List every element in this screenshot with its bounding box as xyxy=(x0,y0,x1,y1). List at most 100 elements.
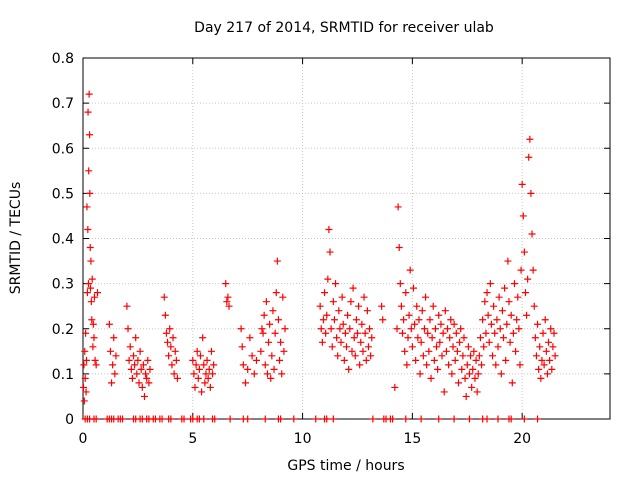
data-point xyxy=(167,343,175,351)
y-tick-label: 0.3 xyxy=(52,277,74,293)
data-point xyxy=(84,225,92,233)
data-point xyxy=(361,329,369,337)
data-point xyxy=(200,361,208,369)
data-point xyxy=(166,325,174,333)
y-tick-label: 0.2 xyxy=(52,322,74,338)
data-point xyxy=(338,293,346,301)
data-point xyxy=(360,293,368,301)
data-point xyxy=(439,329,447,337)
data-point xyxy=(110,334,118,342)
data-point xyxy=(261,415,269,423)
data-point xyxy=(244,415,252,423)
data-point xyxy=(276,356,284,364)
data-point xyxy=(133,370,141,378)
data-point xyxy=(210,361,218,369)
data-point xyxy=(265,338,273,346)
data-point xyxy=(86,284,94,292)
y-tick-label: 0.6 xyxy=(52,141,74,157)
data-point xyxy=(526,135,534,143)
data-point xyxy=(238,343,246,351)
data-point xyxy=(507,311,515,319)
data-point xyxy=(105,320,113,328)
data-point xyxy=(290,415,298,423)
data-point xyxy=(353,329,361,337)
data-point xyxy=(534,415,542,423)
y-tick-label: 0.8 xyxy=(52,51,74,67)
data-point xyxy=(548,365,556,373)
data-point xyxy=(437,320,445,328)
data-point xyxy=(333,334,341,342)
data-point xyxy=(489,352,497,360)
data-point xyxy=(487,320,495,328)
data-point xyxy=(503,320,511,328)
data-point xyxy=(316,302,324,310)
data-point xyxy=(130,352,138,360)
data-point xyxy=(416,370,424,378)
data-point xyxy=(447,316,455,324)
data-point xyxy=(277,338,285,346)
data-point xyxy=(463,361,471,369)
data-point xyxy=(123,302,131,310)
data-point xyxy=(126,343,134,351)
data-point xyxy=(248,352,256,360)
data-point xyxy=(80,397,88,405)
data-point xyxy=(80,361,88,369)
data-point xyxy=(269,307,277,315)
data-point xyxy=(87,257,95,265)
data-point xyxy=(273,257,281,265)
data-point xyxy=(340,356,348,364)
data-point xyxy=(496,325,504,333)
data-point xyxy=(534,320,542,328)
data-point xyxy=(347,298,355,306)
data-point xyxy=(344,311,352,319)
data-point xyxy=(329,298,337,306)
data-point xyxy=(415,316,423,324)
data-point xyxy=(351,352,359,360)
data-point xyxy=(451,356,459,364)
data-point xyxy=(476,334,484,342)
data-point xyxy=(112,352,120,360)
data-point xyxy=(457,325,465,333)
data-point xyxy=(199,334,207,342)
data-point xyxy=(198,388,206,396)
data-point xyxy=(277,415,285,423)
data-point xyxy=(550,329,558,337)
data-point xyxy=(355,302,363,310)
data-point xyxy=(411,320,419,328)
data-point xyxy=(509,329,517,337)
data-point xyxy=(164,338,172,346)
data-point xyxy=(436,338,444,346)
data-point xyxy=(125,356,133,364)
data-point xyxy=(446,334,454,342)
data-point xyxy=(321,289,329,297)
data-point xyxy=(450,320,458,328)
data-point xyxy=(257,347,265,355)
data-point xyxy=(458,365,466,373)
data-point xyxy=(482,329,490,337)
data-point xyxy=(513,316,521,324)
data-point xyxy=(414,334,422,342)
data-point xyxy=(336,325,344,333)
data-point xyxy=(337,338,345,346)
data-point xyxy=(81,347,89,355)
data-point xyxy=(491,329,499,337)
data-point xyxy=(134,356,142,364)
data-point xyxy=(211,415,219,423)
data-point xyxy=(274,316,282,324)
data-point xyxy=(462,392,470,400)
x-tick-label: 10 xyxy=(294,431,312,447)
data-point xyxy=(357,338,365,346)
data-point xyxy=(272,289,280,297)
data-point xyxy=(483,289,491,297)
data-point xyxy=(86,244,94,252)
data-point xyxy=(394,203,402,211)
data-point xyxy=(202,370,210,378)
axis-ticks: 0 0.1 0.2 0.3 0.4 0.5 0.6 0.7 0.8 0 5 10 15 20 xyxy=(52,51,610,447)
data-point xyxy=(165,352,173,360)
y-tick-label: 0.4 xyxy=(52,232,74,248)
data-point xyxy=(87,298,95,306)
data-point xyxy=(450,415,458,423)
data-point xyxy=(162,329,170,337)
data-point xyxy=(195,365,203,373)
data-point xyxy=(135,379,143,387)
